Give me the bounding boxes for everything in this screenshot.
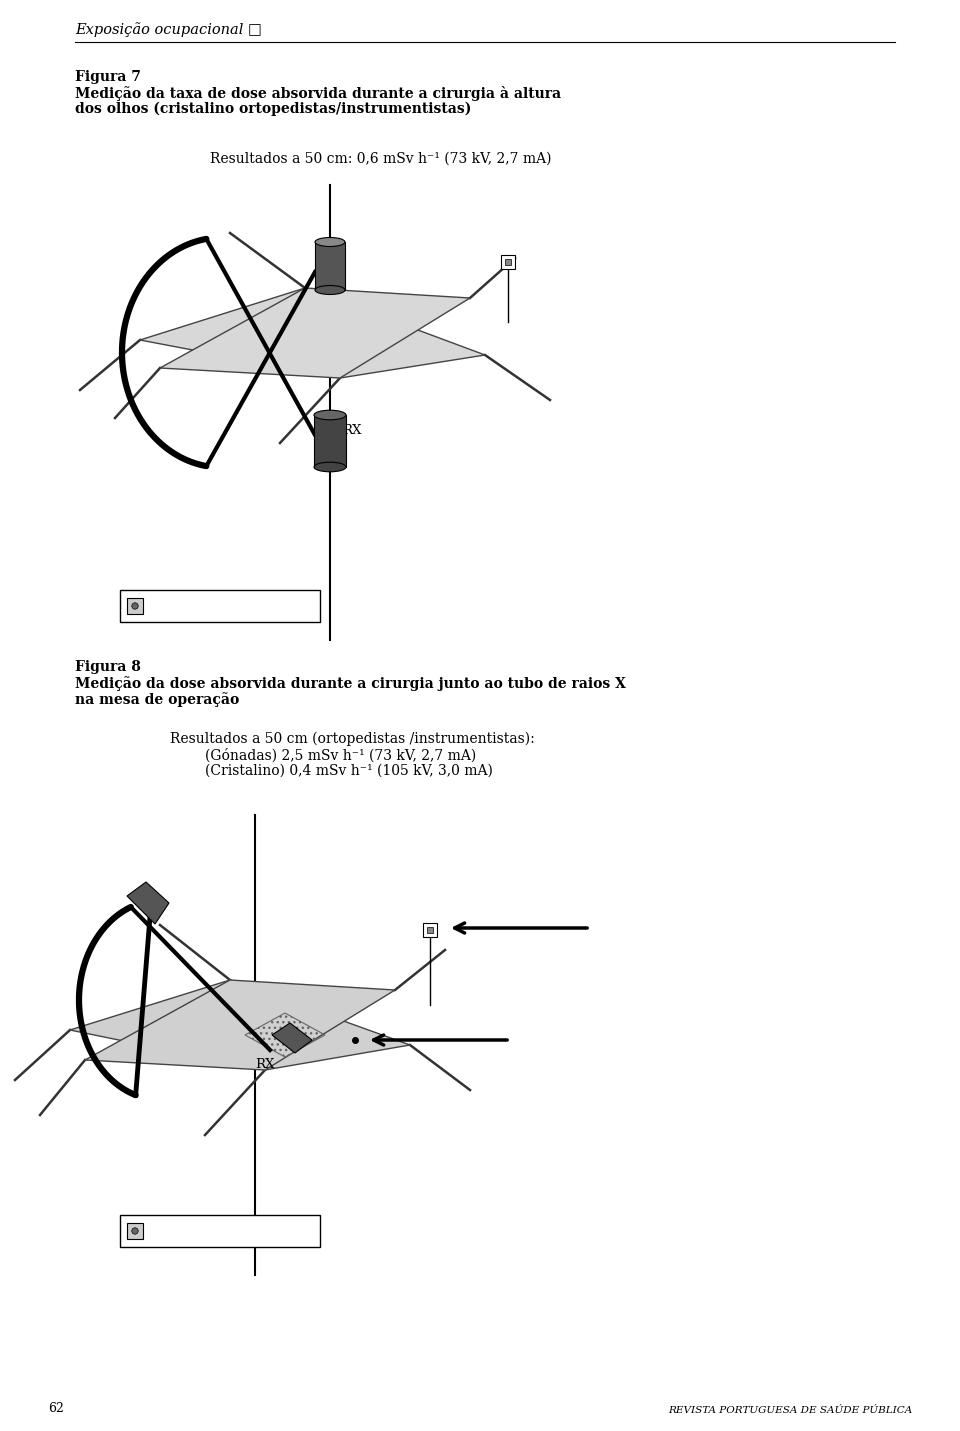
Text: na mesa de operação: na mesa de operação <box>75 693 239 707</box>
Text: Medição da taxa de dose absorvida durante a cirurgia à altura: Medição da taxa de dose absorvida durant… <box>75 86 562 102</box>
Bar <box>127 1224 143 1239</box>
Bar <box>314 415 346 467</box>
Ellipse shape <box>132 1228 138 1234</box>
Text: Figura 7: Figura 7 <box>75 70 141 84</box>
Text: Ponto de medida: Ponto de medida <box>148 1225 254 1238</box>
Text: Resultados a 50 cm (ortopedistas /instrumentistas):: Resultados a 50 cm (ortopedistas /instru… <box>170 733 535 747</box>
Text: dos olhos (cristalino ortopedistas/instrumentistas): dos olhos (cristalino ortopedistas/instr… <box>75 102 471 116</box>
Polygon shape <box>140 288 485 378</box>
Ellipse shape <box>132 602 138 610</box>
Text: RX: RX <box>342 424 361 436</box>
Bar <box>423 923 437 937</box>
Bar <box>120 1215 320 1246</box>
Text: 62: 62 <box>48 1402 64 1415</box>
Text: Figura 8: Figura 8 <box>75 660 141 674</box>
Text: Medição da dose absorvida durante a cirurgia junto ao tubo de raios X: Medição da dose absorvida durante a ciru… <box>75 675 626 691</box>
Text: Resultados a 50 cm: 0,6 mSv h⁻¹ (73 kV, 2,7 mA): Resultados a 50 cm: 0,6 mSv h⁻¹ (73 kV, … <box>210 152 551 166</box>
Polygon shape <box>70 980 410 1070</box>
Polygon shape <box>127 881 169 924</box>
Polygon shape <box>85 980 395 1070</box>
Bar <box>501 255 515 269</box>
Text: REVISTA PORTUGUESA DE SAÚDE PÚBLICA: REVISTA PORTUGUESA DE SAÚDE PÚBLICA <box>668 1407 912 1415</box>
Text: Exposição ocupacional □: Exposição ocupacional □ <box>75 21 262 37</box>
Bar <box>505 259 511 265</box>
Bar <box>315 242 345 290</box>
Text: (Cristalino) 0,4 mSv h⁻¹ (105 kV, 3,0 mA): (Cristalino) 0,4 mSv h⁻¹ (105 kV, 3,0 mA… <box>170 764 492 778</box>
Text: RX: RX <box>255 1059 275 1072</box>
Ellipse shape <box>314 411 346 419</box>
Bar <box>120 590 320 622</box>
Polygon shape <box>160 288 470 378</box>
Text: (Gónadas) 2,5 mSv h⁻¹ (73 kV, 2,7 mA): (Gónadas) 2,5 mSv h⁻¹ (73 kV, 2,7 mA) <box>170 748 476 763</box>
Text: Ponto de medida: Ponto de medida <box>148 600 254 612</box>
Bar <box>127 598 143 614</box>
Polygon shape <box>272 1023 312 1053</box>
Ellipse shape <box>314 462 346 472</box>
Ellipse shape <box>315 286 345 295</box>
Bar <box>427 927 433 933</box>
Ellipse shape <box>315 238 345 246</box>
